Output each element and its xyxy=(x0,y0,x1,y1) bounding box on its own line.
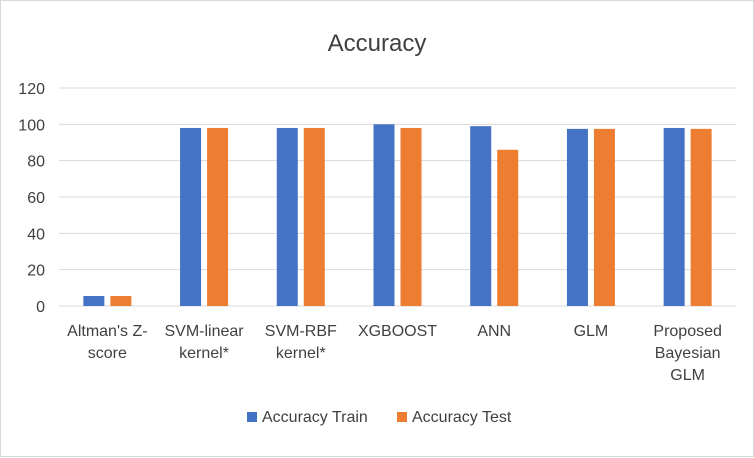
x-tick-label-line: SVM-RBF xyxy=(265,323,337,340)
bars xyxy=(83,124,712,307)
bar-accuracy-train xyxy=(83,296,105,306)
bar-accuracy-test xyxy=(400,127,422,306)
y-axis: 0 20 40 60 80 100 120 xyxy=(18,81,45,316)
y-tick-label: 40 xyxy=(27,226,45,243)
bar-accuracy-test xyxy=(690,128,712,306)
x-tick-label: SVM-linear kernel* xyxy=(165,323,245,362)
gridlines xyxy=(59,87,736,307)
x-tick-label-line: Proposed xyxy=(653,323,722,340)
y-tick-label: 0 xyxy=(36,299,45,316)
x-tick-label-line: XGBOOST xyxy=(358,323,437,340)
x-tick-label-line: Bayesian xyxy=(655,345,721,362)
x-tick-label: Altman's Z-score xyxy=(67,323,147,362)
bar-accuracy-train xyxy=(663,127,685,306)
x-tick-label-line: SVM-linear xyxy=(165,323,245,340)
bar-accuracy-test xyxy=(110,296,132,306)
x-tick-label: GLM xyxy=(574,323,609,340)
x-tick-label-line: GLM xyxy=(574,323,609,340)
y-tick-label: 120 xyxy=(18,81,45,98)
y-tick-label: 80 xyxy=(27,154,45,171)
y-tick-label: 60 xyxy=(27,190,45,207)
x-tick-label: Proposed Bayesian GLM xyxy=(653,323,722,384)
bar-accuracy-test xyxy=(207,127,229,306)
legend-swatch xyxy=(247,412,257,422)
y-tick-label: 20 xyxy=(27,263,45,280)
x-tick-label: ANN xyxy=(477,323,511,340)
bar-accuracy-train xyxy=(180,127,202,306)
bar-accuracy-test xyxy=(303,127,325,306)
x-tick-label: XGBOOST xyxy=(358,323,437,340)
bar-accuracy-test xyxy=(593,128,615,306)
legend-swatch xyxy=(397,412,407,422)
x-tick-label-line: ANN xyxy=(477,323,511,340)
legend-label: Accuracy Test xyxy=(412,409,512,426)
x-tick-label-line: kernel* xyxy=(179,345,229,362)
y-tick-label: 100 xyxy=(18,117,45,134)
x-tick-label-line: score xyxy=(88,345,127,362)
bar-accuracy-train xyxy=(470,126,492,307)
x-tick-label-line: kernel* xyxy=(276,345,326,362)
legend-label: Accuracy Train xyxy=(262,409,368,426)
bar-accuracy-train xyxy=(373,124,395,306)
bar-accuracy-test xyxy=(497,149,519,306)
x-tick-label: SVM-RBF kernel* xyxy=(265,323,337,362)
bar-accuracy-train xyxy=(276,127,298,306)
x-tick-label-line: GLM xyxy=(670,367,705,384)
chart-title: Accuracy xyxy=(328,30,427,57)
legend: Accuracy Train Accuracy Test xyxy=(247,409,512,426)
x-tick-label-line: Altman's Z- xyxy=(67,323,147,340)
bar-accuracy-train xyxy=(566,128,588,306)
